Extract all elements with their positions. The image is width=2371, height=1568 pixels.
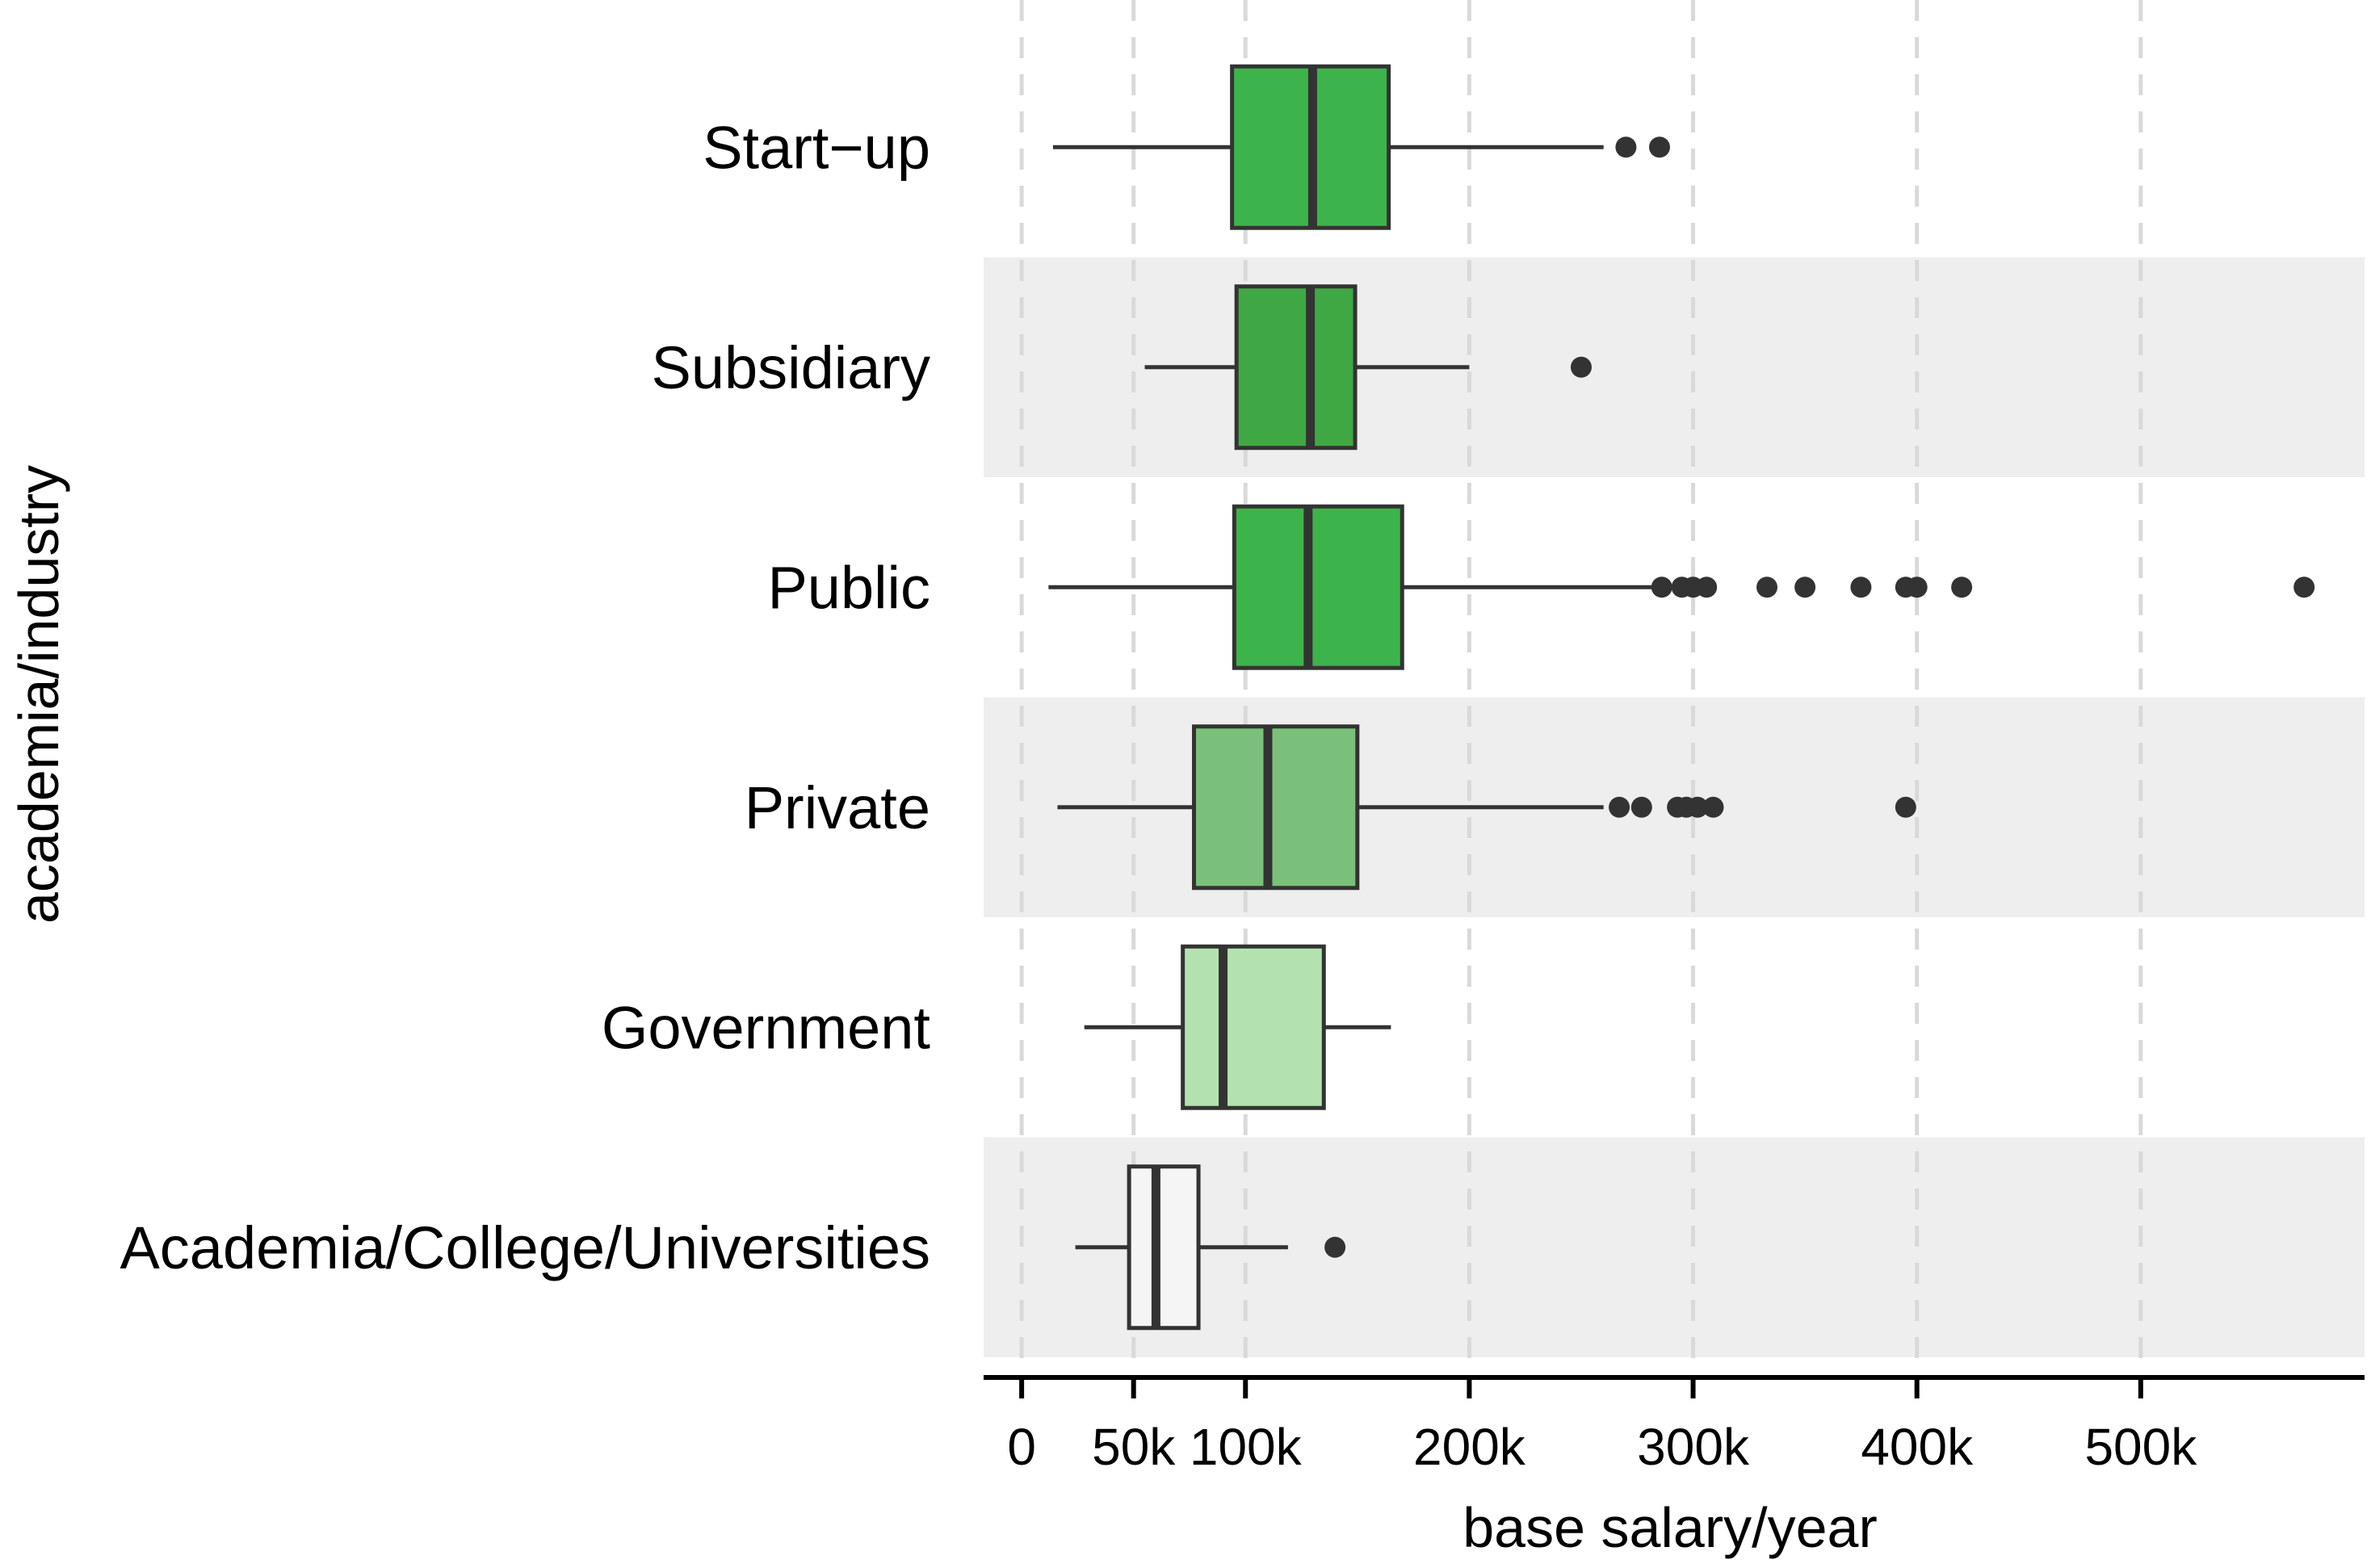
- x-tick-label: 200k: [1413, 1418, 1526, 1476]
- outlier-point: [1696, 576, 1718, 598]
- outlier-point: [1687, 796, 1709, 818]
- outlier-point: [1702, 796, 1724, 818]
- outlier-point: [2293, 576, 2315, 598]
- x-tick-label: 0: [1007, 1418, 1036, 1476]
- outlier-point: [1906, 576, 1928, 598]
- outlier-point: [1756, 576, 1778, 598]
- x-tick-label: 100k: [1190, 1418, 1303, 1476]
- box-4: [1084, 944, 1391, 1110]
- outlier-point: [1324, 1236, 1346, 1258]
- box-series: [1048, 64, 2315, 1331]
- box-2: [1048, 504, 2315, 670]
- category-labels: Start−up Subsidiary Public Private Governmen…: [120, 114, 930, 1281]
- box-3: [1057, 724, 1916, 891]
- box: [1127, 1164, 1201, 1331]
- box: [1234, 284, 1358, 451]
- vertical-gridlines: [1019, 0, 2143, 1371]
- outlier-point: [1648, 136, 1670, 158]
- outlier-point: [1895, 796, 1916, 818]
- outlier-point: [1615, 136, 1637, 158]
- outlier-point: [1951, 576, 1973, 598]
- category-label: Start−up: [703, 114, 930, 181]
- box: [1232, 504, 1404, 670]
- category-label: Government: [602, 994, 931, 1061]
- category-label: Private: [745, 774, 930, 841]
- outlier-point: [1609, 796, 1630, 818]
- y-axis-title: academia/industry: [7, 465, 70, 924]
- x-axis: 0 50k 100k 200k 300k 400k 500k: [984, 1375, 2365, 1476]
- category-label: Public: [767, 554, 930, 621]
- outlier-point: [1570, 356, 1592, 378]
- outlier-point: [1651, 576, 1672, 598]
- x-tick-label: 50k: [1092, 1418, 1176, 1476]
- box-1: [1144, 284, 1592, 451]
- box-5: [1075, 1164, 1346, 1331]
- x-tick-label: 500k: [2084, 1418, 2197, 1476]
- outlier-point: [1794, 576, 1816, 598]
- box: [1181, 944, 1326, 1110]
- x-tick-label: 300k: [1637, 1418, 1750, 1476]
- outlier-point: [1630, 796, 1652, 818]
- box-0: [1052, 64, 1670, 230]
- category-label: Subsidiary: [651, 334, 930, 401]
- category-label: Academia/College/Universities: [120, 1214, 930, 1281]
- x-tick-label: 400k: [1861, 1418, 1974, 1476]
- x-axis-title: base salary/year: [1462, 1496, 1878, 1559]
- box: [1192, 724, 1360, 891]
- outlier-point: [1850, 576, 1872, 598]
